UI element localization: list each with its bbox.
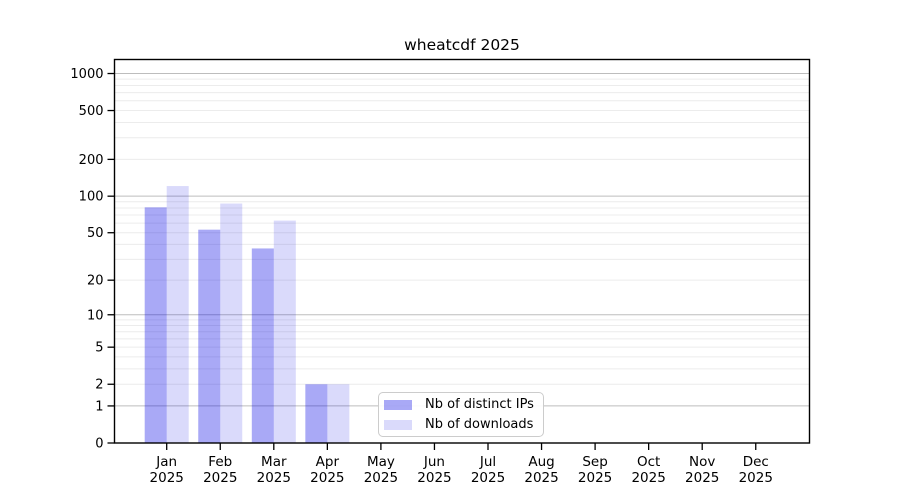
bar-jan-downloads bbox=[166, 186, 189, 443]
legend: Nb of distinct IPs Nb of downloads bbox=[378, 392, 544, 437]
x-axis-tick-label: Feb 2025 bbox=[203, 454, 237, 486]
bar-jan-distinct-ips bbox=[144, 207, 167, 443]
legend-item-distinct-ips: Nb of distinct IPs bbox=[384, 398, 543, 411]
bar-mar-downloads bbox=[273, 220, 296, 443]
bar-mar-distinct-ips bbox=[251, 248, 274, 443]
x-axis-tick-label: Nov 2025 bbox=[685, 454, 719, 486]
y-axis-tick-label: 2 bbox=[95, 378, 103, 393]
y-axis-tick-label: 1000 bbox=[70, 67, 103, 82]
legend-swatch-distinct-ips bbox=[384, 399, 412, 410]
y-axis-tick-label: 200 bbox=[79, 153, 104, 168]
x-axis-tick-label: Aug 2025 bbox=[524, 454, 558, 486]
x-axis-tick-label: Apr 2025 bbox=[310, 454, 344, 486]
x-axis-tick-label: Mar 2025 bbox=[257, 454, 291, 486]
x-axis-tick-label: Sep 2025 bbox=[578, 454, 612, 486]
y-axis-tick-label: 10 bbox=[87, 308, 104, 323]
x-axis-tick-label: May 2025 bbox=[364, 454, 398, 486]
x-axis-tick-label: Dec 2025 bbox=[739, 454, 773, 486]
bar-feb-downloads bbox=[220, 203, 243, 443]
x-axis-tick-label: Jan 2025 bbox=[150, 454, 184, 486]
y-axis-tick-label: 1 bbox=[95, 399, 103, 414]
legend-swatch-downloads bbox=[384, 419, 412, 430]
plot-border bbox=[113, 58, 811, 444]
bar-apr-downloads bbox=[327, 384, 350, 443]
legend-label-distinct-ips: Nb of distinct IPs bbox=[425, 397, 534, 412]
legend-item-downloads: Nb of downloads bbox=[384, 418, 543, 431]
bar-apr-distinct-ips bbox=[305, 384, 328, 443]
y-axis-tick-label: 50 bbox=[87, 226, 104, 241]
y-axis-tick-label: 0 bbox=[95, 437, 103, 452]
x-axis-tick-label: Jul 2025 bbox=[471, 454, 505, 486]
y-axis-tick-label: 100 bbox=[79, 190, 104, 205]
x-axis-tick-label: Oct 2025 bbox=[631, 454, 665, 486]
y-axis-tick-label: 20 bbox=[87, 274, 104, 289]
chart-title: wheatcdf 2025 bbox=[404, 36, 520, 54]
x-axis-tick-label: Jun 2025 bbox=[417, 454, 451, 486]
y-axis-tick-label: 5 bbox=[95, 341, 103, 356]
y-axis-tick-label: 500 bbox=[79, 104, 104, 119]
legend-label-downloads: Nb of downloads bbox=[425, 417, 534, 432]
bar-feb-distinct-ips bbox=[198, 229, 221, 443]
